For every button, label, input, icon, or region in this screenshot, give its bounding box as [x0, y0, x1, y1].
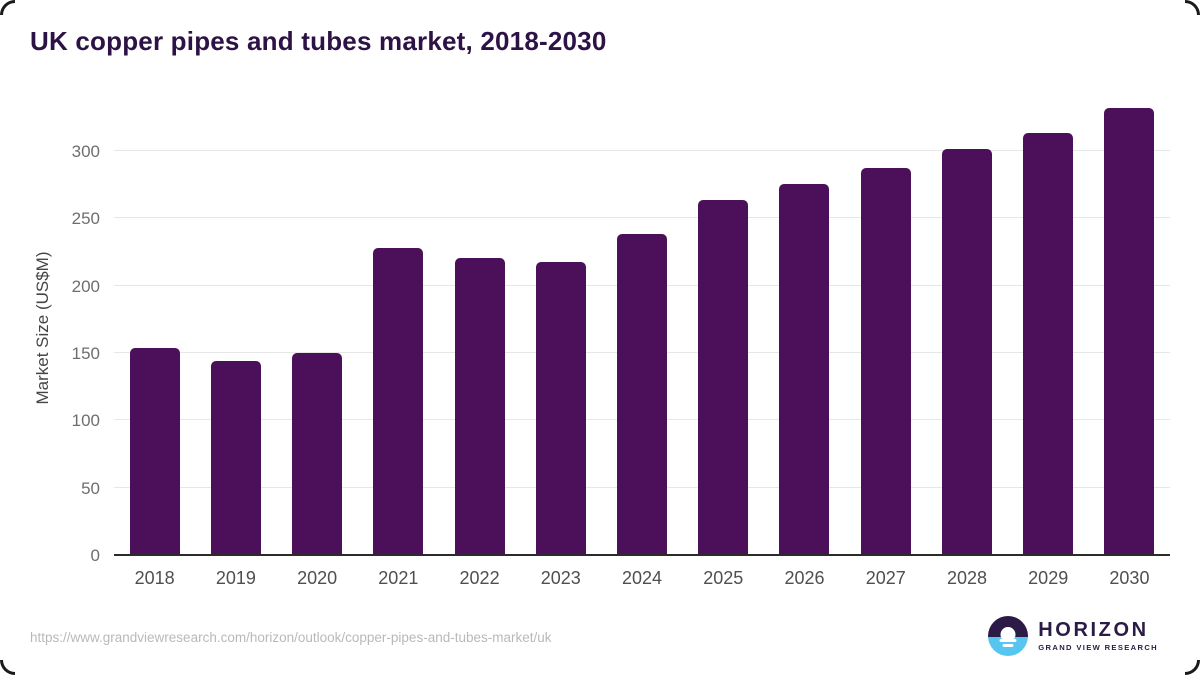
x-tick-label-2029: 2029: [1028, 568, 1069, 588]
x-tick-label-2030: 2030: [1109, 568, 1150, 588]
y-tick-label-0: 0: [90, 546, 100, 565]
horizon-reflection-line-icon: [1002, 644, 1014, 647]
card-corner-bottom-left: [0, 660, 15, 675]
y-tick-label-200: 200: [71, 276, 100, 296]
x-tick-label-2027: 2027: [865, 568, 906, 588]
card-corner-bottom-right: [1185, 660, 1200, 675]
bar-slot-2025: [683, 98, 764, 554]
bar-slot-2018: [114, 98, 195, 554]
bar-2019[interactable]: [210, 361, 261, 554]
bar-2030[interactable]: [1104, 108, 1155, 554]
bar-slot-2027: [845, 98, 926, 554]
y-tick-label-300: 300: [71, 142, 100, 161]
bar-2024[interactable]: [617, 233, 668, 554]
bar-2028[interactable]: [941, 148, 992, 554]
horizon-logo: HORIZON GRAND VIEW RESEARCH: [988, 616, 1158, 656]
bar-slot-2022: [439, 98, 520, 554]
y-axis: 0 50 100 150 200 250 300: [0, 98, 100, 565]
bar-slot-2024: [601, 98, 682, 554]
bar-slot-2029: [1008, 98, 1089, 554]
y-tick-label-250: 250: [71, 209, 100, 229]
bar-2027[interactable]: [860, 167, 911, 554]
gridline-250: [114, 217, 1170, 219]
plot-area: [114, 98, 1170, 556]
bar-slot-2030: [1089, 98, 1170, 554]
bar-slot-2023: [520, 98, 601, 554]
x-tick-label-2026: 2026: [784, 568, 825, 588]
bar-2029[interactable]: [1023, 132, 1074, 554]
x-tick-label-2028: 2028: [946, 568, 987, 588]
bar-slot-2021: [358, 98, 439, 554]
bar-2023[interactable]: [535, 261, 586, 554]
logo-title: HORIZON: [1038, 619, 1149, 641]
x-tick-label-2020: 2020: [297, 568, 338, 588]
x-tick-label-2021: 2021: [378, 568, 419, 588]
bar-2026[interactable]: [779, 183, 830, 554]
y-tick-label-50: 50: [81, 478, 100, 498]
x-tick-label-2022: 2022: [459, 568, 500, 588]
horizon-logo-icon: [988, 616, 1029, 656]
gridline-300: [114, 150, 1170, 151]
x-tick-label-2025: 2025: [703, 568, 744, 588]
logo-text: HORIZON GRAND VIEW RESEARCH: [1038, 619, 1158, 653]
card-corner-top-right: [1185, 0, 1200, 15]
bar-slot-2026: [764, 98, 845, 554]
y-tick-label-100: 100: [71, 411, 100, 431]
x-axis: 2018 2019 2020 2021 2022 2023 2024 2025 2026 2027…: [114, 568, 1170, 589]
x-tick-label-2024: 2024: [622, 568, 663, 588]
bar-2021[interactable]: [373, 248, 424, 554]
x-tick-label-2018: 2018: [134, 568, 175, 588]
x-tick-label-2023: 2023: [540, 568, 581, 588]
bar-series: [114, 98, 1170, 554]
bar-slot-2019: [195, 98, 276, 554]
bar-slot-2020: [276, 98, 357, 554]
horizon-reflection-line-icon: [999, 639, 1017, 642]
bar-slot-2028: [926, 98, 1007, 554]
x-tick-label-2019: 2019: [215, 568, 256, 588]
bar-2025[interactable]: [698, 199, 749, 554]
horizon-sun-icon: [1000, 627, 1016, 642]
card-corner-top-left: [0, 0, 15, 15]
bar-2020[interactable]: [292, 353, 343, 554]
source-url: https://www.grandviewresearch.com/horizo…: [30, 630, 552, 645]
y-tick-label-150: 150: [71, 344, 100, 363]
chart-title: UK copper pipes and tubes market, 2018-2…: [30, 26, 607, 56]
bar-2018[interactable]: [129, 348, 180, 554]
bar-2022[interactable]: [454, 257, 505, 554]
logo-subtitle: GRAND VIEW RESEARCH: [1038, 643, 1158, 652]
